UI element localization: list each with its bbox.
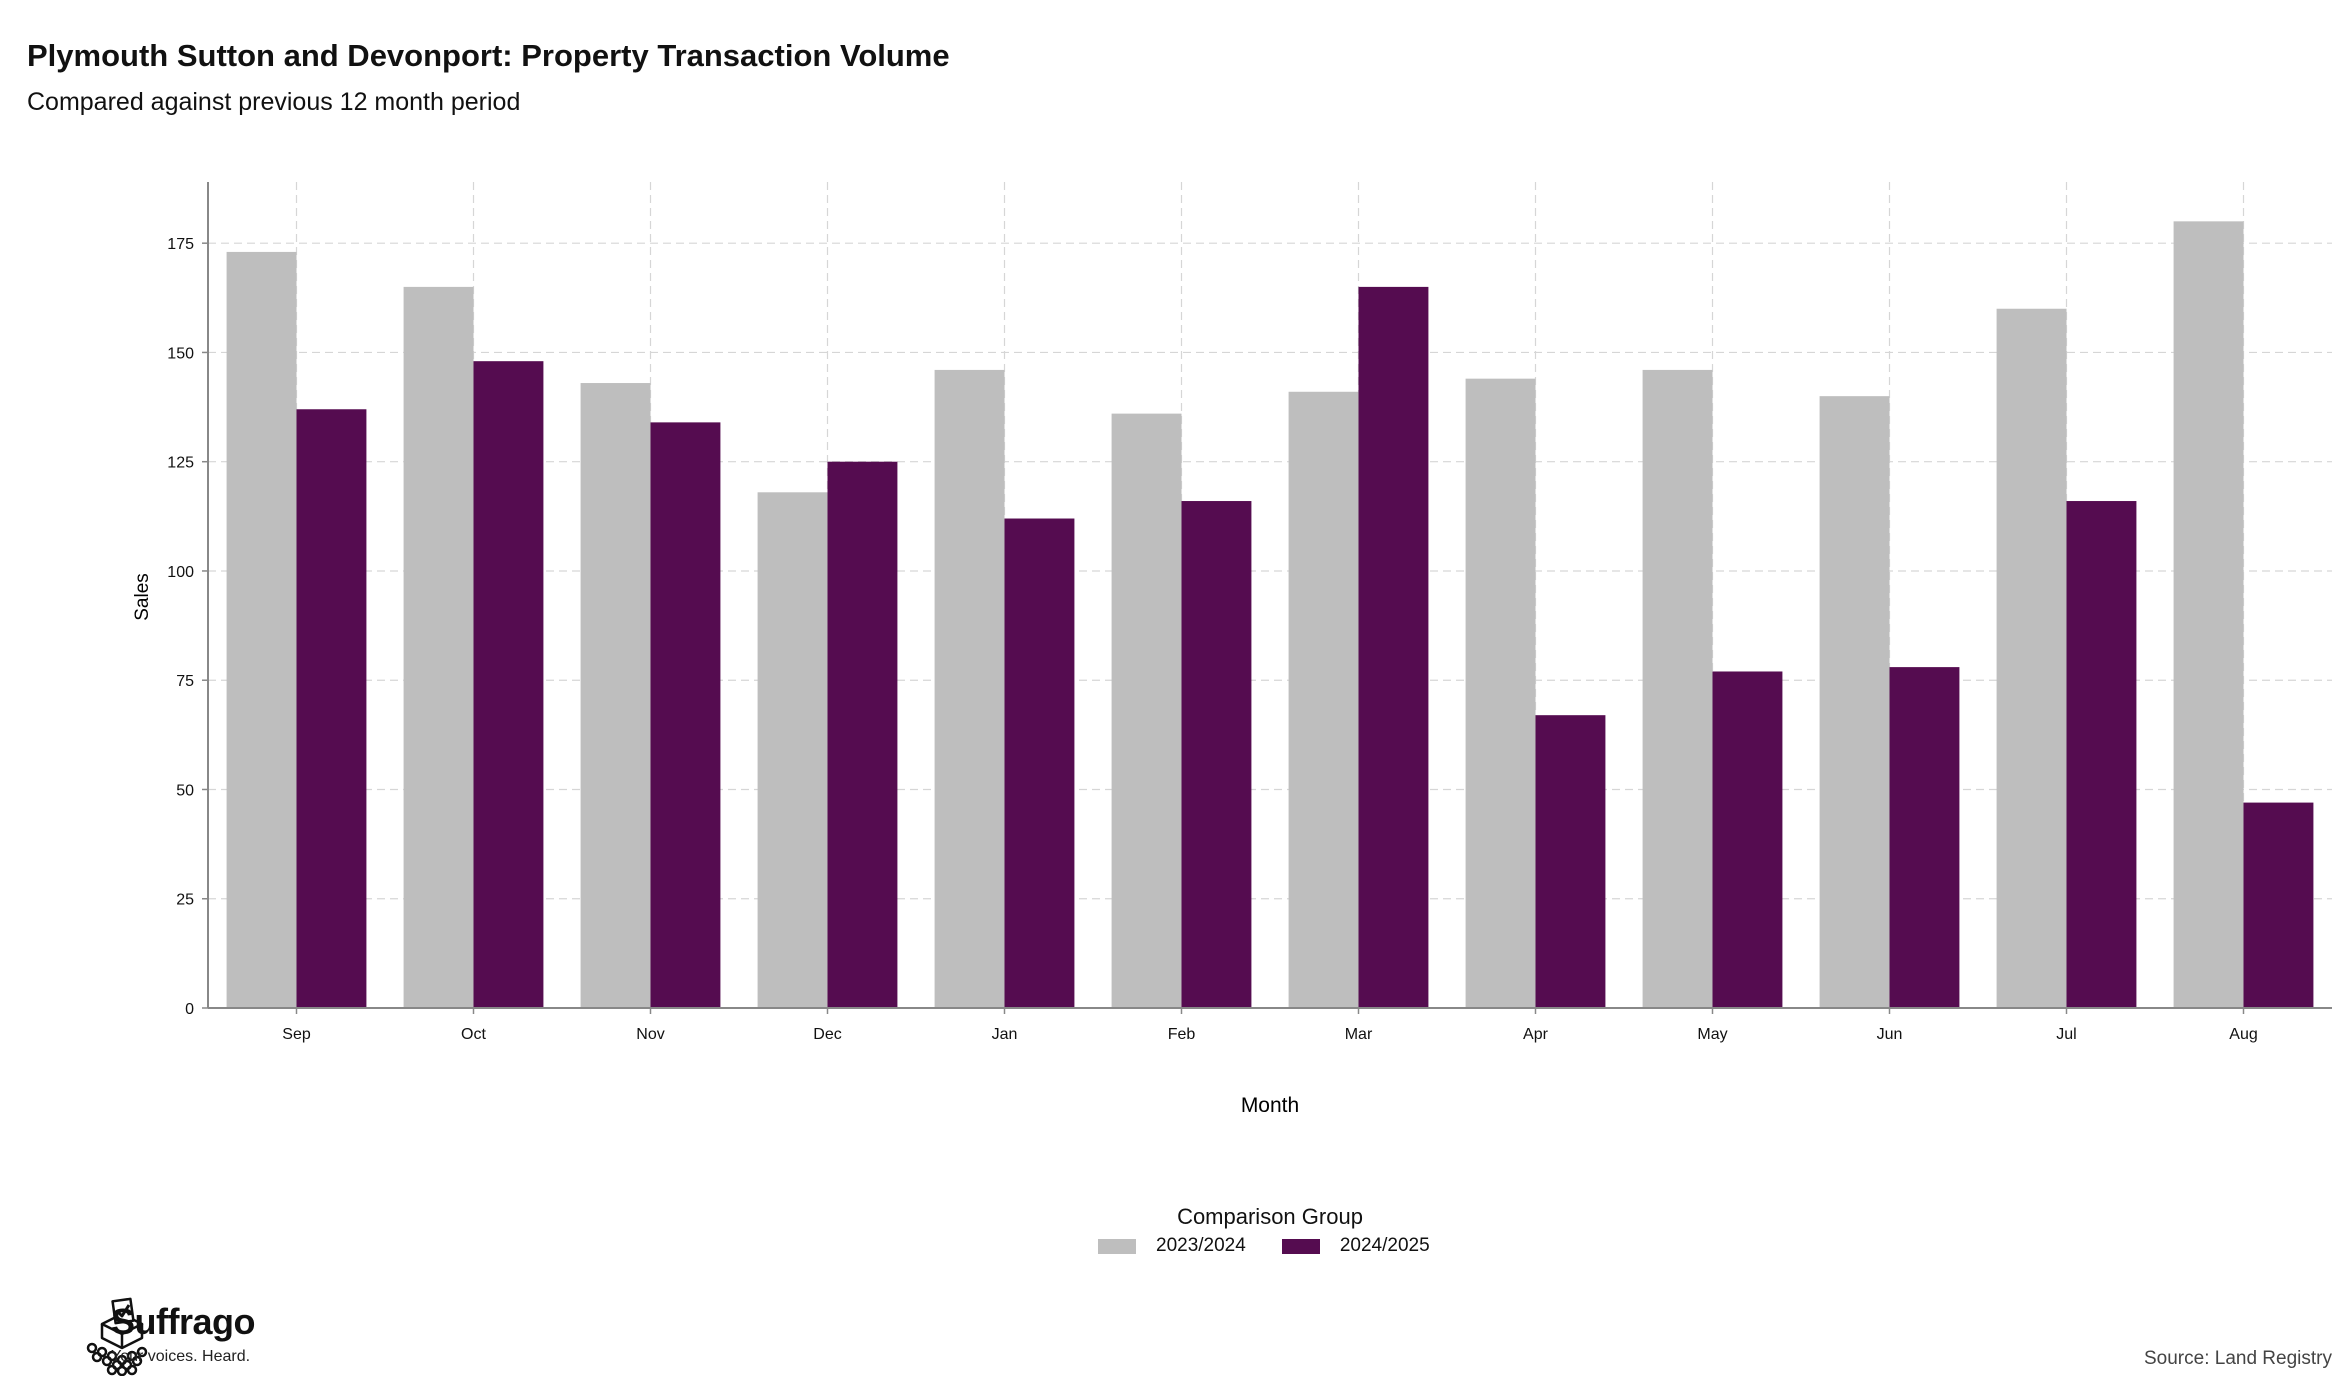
bar-2024-2025-jun xyxy=(1889,667,1960,1008)
x-tick-label: Aug xyxy=(2229,1026,2257,1043)
x-tick-label: Nov xyxy=(636,1026,664,1043)
x-tick-label: Jan xyxy=(992,1026,1018,1043)
brand-tagline: Your voices. Heard. xyxy=(111,1348,251,1365)
bar-2023-2024-nov xyxy=(580,383,651,1008)
x-tick-label: Feb xyxy=(1168,1026,1196,1043)
y-tick-label: 25 xyxy=(176,892,194,909)
bar-chart: 0 25 50 75 100 125 150 175 Sep Oct Nov Dec Jan Feb Mar… xyxy=(132,182,2332,1117)
source-note: Source: Land Registry xyxy=(2144,1348,2332,1369)
bar-2024-2025-mar xyxy=(1358,286,1429,1008)
legend-swatch xyxy=(1281,1238,1320,1254)
bar-2023-2024-sep xyxy=(226,251,297,1009)
bar-2024-2025-aug xyxy=(2243,802,2314,1008)
brand-name: Suffrago xyxy=(111,1301,256,1342)
y-axis-label: Sales xyxy=(132,573,153,621)
axes-layer: 0 25 50 75 100 125 150 175 Sep Oct Nov Dec Jan Feb Mar… xyxy=(167,182,2332,1043)
y-tick-label: 50 xyxy=(176,782,194,799)
y-tick-label: 100 xyxy=(167,564,194,581)
bar-2023-2024-jan xyxy=(934,369,1005,1009)
x-tick-label: Dec xyxy=(813,1026,841,1043)
bar-2024-2025-oct xyxy=(473,361,544,1008)
y-tick-label: 150 xyxy=(167,345,194,362)
x-tick-label: May xyxy=(1697,1026,1727,1043)
ballot-box-icon xyxy=(86,1297,148,1376)
bar-2023-2024-jul xyxy=(1996,308,2067,1009)
x-tick-label: Sep xyxy=(282,1026,311,1043)
legend-item-2024-2025: 2024/2025 xyxy=(1281,1235,1430,1257)
legend: 2023/2024 2024/2025 xyxy=(1098,1235,1466,1257)
bar-2024-2025-jan xyxy=(1004,518,1075,1008)
x-tick-label: Mar xyxy=(1345,1026,1373,1043)
bar-2023-2024-jun xyxy=(1819,396,1890,1008)
x-axis-label: Month xyxy=(1241,1094,1299,1117)
bar-2023-2024-mar xyxy=(1288,391,1359,1008)
x-tick-label: Oct xyxy=(461,1026,486,1043)
legend-label: 2024/2025 xyxy=(1339,1235,1430,1256)
chart-title: Plymouth Sutton and Devonport: Property … xyxy=(27,38,950,73)
y-tick-label: 75 xyxy=(176,673,194,690)
bars-layer xyxy=(226,221,2314,1009)
bar-2023-2024-apr xyxy=(1465,378,1536,1009)
bar-2023-2024-oct xyxy=(403,286,474,1008)
x-tick-label: Apr xyxy=(1523,1026,1549,1043)
x-tick-label: Jul xyxy=(2056,1026,2076,1043)
bar-2023-2024-feb xyxy=(1111,413,1182,1008)
bar-2024-2025-dec xyxy=(827,461,898,1008)
x-tick-label: Jun xyxy=(1877,1026,1903,1043)
bar-2024-2025-feb xyxy=(1181,501,1252,1008)
legend-swatch xyxy=(1098,1238,1136,1254)
bar-2023-2024-may xyxy=(1642,369,1713,1009)
legend-title: Comparison Group xyxy=(1177,1204,1363,1229)
bar-2024-2025-sep xyxy=(296,409,367,1008)
bar-2023-2024-aug xyxy=(2173,221,2244,1009)
y-tick-label: 175 xyxy=(167,236,194,253)
bar-2023-2024-dec xyxy=(757,492,828,1009)
chart-subtitle: Compared against previous 12 month perio… xyxy=(27,88,521,116)
bar-2024-2025-nov xyxy=(650,422,721,1008)
bar-2024-2025-apr xyxy=(1535,715,1606,1008)
legend-label: 2023/2024 xyxy=(1156,1235,1246,1256)
bar-2024-2025-may xyxy=(1712,671,1783,1008)
bar-2024-2025-jul xyxy=(2066,501,2137,1008)
y-tick-label: 0 xyxy=(185,1001,194,1018)
y-tick-label: 125 xyxy=(167,455,194,472)
legend-item-2023-2024: 2023/2024 xyxy=(1098,1235,1246,1257)
